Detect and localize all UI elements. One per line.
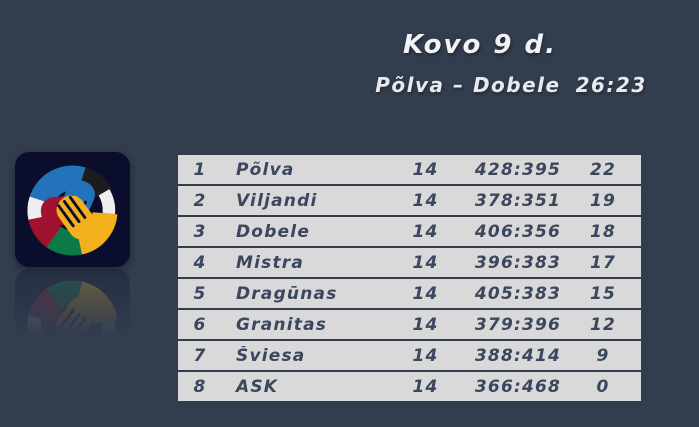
rank-cell: 1	[193, 159, 207, 180]
goals-cell: 378:351	[474, 190, 562, 211]
table-row: 1 Põlva 14 428:395 22	[178, 155, 641, 184]
team-cell: Dragūnas	[236, 283, 338, 304]
rank-cell: 2	[193, 190, 207, 211]
goals-cell: 366:468	[474, 376, 562, 397]
goals-cell: 405:383	[474, 283, 562, 304]
goals-cell: 388:414	[474, 345, 562, 366]
goals-cell: 379:396	[474, 314, 562, 335]
games-cell: 14	[412, 283, 439, 304]
three-hands-logo-icon	[15, 269, 130, 347]
team-cell: Šviesa	[236, 345, 306, 366]
games-cell: 14	[412, 252, 439, 273]
table-row: 3 Dobele 14 406:356 18	[178, 217, 641, 246]
table-row: 4 Mistra 14 396:383 17	[178, 248, 641, 277]
slide-title: Kovo 9 d.	[402, 30, 558, 60]
team-cell: Viljandi	[236, 190, 318, 211]
points-cell: 9	[596, 345, 610, 366]
points-cell: 22	[589, 159, 617, 180]
games-cell: 14	[412, 345, 439, 366]
points-cell: 0	[596, 376, 610, 397]
table-row: 5 Dragūnas 14 405:383 15	[178, 279, 641, 308]
team-cell: Mistra	[236, 252, 305, 273]
points-cell: 18	[589, 221, 617, 242]
team-cell: Dobele	[236, 221, 311, 242]
match-result-line: Põlva – Dobele 26:23	[320, 73, 699, 97]
table-row: 7 Šviesa 14 388:414 9	[178, 341, 641, 370]
points-cell: 12	[589, 314, 617, 335]
games-cell: 14	[412, 159, 439, 180]
three-hands-logo-icon	[15, 152, 130, 267]
games-cell: 14	[412, 190, 439, 211]
rank-cell: 8	[193, 376, 207, 397]
team-cell: Granitas	[236, 314, 328, 335]
points-cell: 19	[589, 190, 617, 211]
rank-cell: 6	[193, 314, 207, 335]
table-row: 6 Granitas 14 379:396 12	[178, 310, 641, 339]
match-score: 26:23	[575, 73, 647, 97]
games-cell: 14	[412, 314, 439, 335]
rank-cell: 7	[193, 345, 207, 366]
match-teams: Põlva – Dobele	[375, 73, 561, 97]
team-cell: Põlva	[236, 159, 295, 180]
rank-cell: 4	[193, 252, 207, 273]
goals-cell: 428:395	[474, 159, 562, 180]
games-cell: 14	[412, 376, 439, 397]
table-row: 8 ASK 14 366:468 0	[178, 372, 641, 401]
rank-cell: 3	[193, 221, 207, 242]
team-cell: ASK	[236, 376, 279, 397]
games-cell: 14	[412, 221, 439, 242]
points-cell: 15	[589, 283, 617, 304]
rank-cell: 5	[193, 283, 207, 304]
standings-table: 1 Põlva 14 428:395 22 2 Viljandi 14 378:…	[178, 155, 641, 403]
goals-cell: 396:383	[474, 252, 562, 273]
league-logo	[15, 152, 130, 267]
logo-reflection	[15, 269, 130, 347]
goals-cell: 406:356	[474, 221, 562, 242]
points-cell: 17	[589, 252, 617, 273]
table-row: 2 Viljandi 14 378:351 19	[178, 186, 641, 215]
